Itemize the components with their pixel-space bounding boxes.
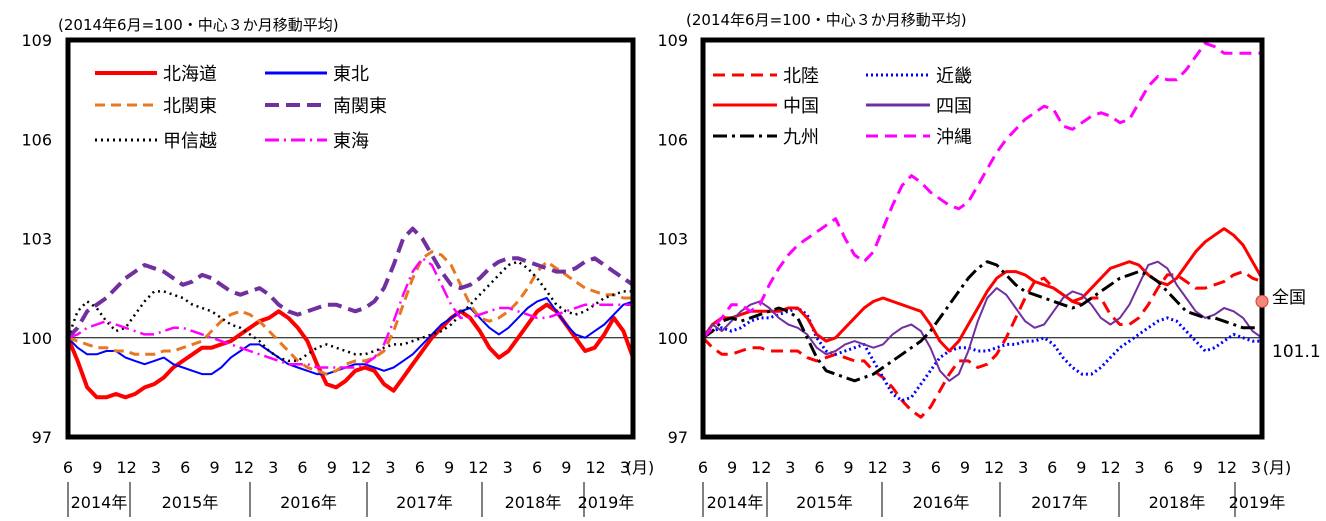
x-unit-label: (月)	[626, 458, 655, 477]
legend-label-2: 中国	[783, 96, 819, 117]
x-tick-label: 6	[180, 458, 190, 477]
x-tick-label: 3	[1251, 458, 1261, 477]
x-tick-label: 3	[268, 458, 278, 477]
legend-label-5: 沖縄	[936, 127, 972, 148]
legend-label-1: 東北	[333, 64, 369, 85]
x-tick-label: 9	[209, 458, 219, 477]
x-tick-label: 12	[1217, 458, 1237, 477]
x-year-label: 2017年	[396, 493, 453, 512]
x-tick-label: 3	[620, 458, 630, 477]
x-tick-label: 3	[902, 458, 912, 477]
y-tick-label: 97	[668, 428, 688, 447]
x-tick-label: 12	[351, 458, 371, 477]
y-tick-label: 103	[21, 230, 52, 249]
x-year-label: 2018年	[1149, 493, 1206, 512]
x-tick-label: 12	[468, 458, 488, 477]
y-tick-label: 106	[21, 130, 52, 149]
series-line-1	[702, 306, 1262, 403]
y-tick-label: 100	[657, 329, 688, 348]
x-tick-label: 9	[1193, 458, 1203, 477]
x-year-label: 2016年	[280, 493, 337, 512]
series-line-0	[66, 302, 635, 400]
x-year-label: 2019年	[1229, 493, 1286, 512]
x-year-label: 2017年	[1031, 493, 1088, 512]
x-tick-label: 6	[63, 458, 73, 477]
x-tick-label: 6	[1047, 458, 1057, 477]
x-tick-label: 3	[1134, 458, 1144, 477]
y-tick-label: 106	[657, 130, 688, 149]
plot-frame	[700, 37, 1265, 440]
series-line-2	[701, 227, 1264, 353]
legend-label-3: 南関東	[333, 96, 387, 117]
legend-label-0: 北海道	[163, 64, 217, 85]
x-tick-label: 3	[503, 458, 513, 477]
series-line-3	[702, 260, 1263, 382]
x-tick-label: 12	[984, 458, 1004, 477]
legend-label-4: 甲信越	[163, 131, 217, 152]
x-tick-label: 9	[92, 458, 102, 477]
chart-panel-right: (2014年6月=100・中心３か月移動平均) 97 100 103 106 109 北陸 近…	[657, 11, 1321, 517]
x-tick-label: 9	[1076, 458, 1086, 477]
national-marker	[1255, 294, 1269, 308]
x-tick-label: 6	[698, 458, 708, 477]
x-year-label: 2016年	[913, 493, 970, 512]
x-year-label: 2015年	[162, 493, 219, 512]
x-tick-label: 9	[843, 458, 853, 477]
x-tick-label: 9	[561, 458, 571, 477]
x-unit-label: (月)	[1263, 458, 1292, 477]
x-tick-label: 3	[385, 458, 395, 477]
x-tick-label: 6	[931, 458, 941, 477]
x-tick-label: 3	[151, 458, 161, 477]
y-tick-label: 103	[657, 230, 688, 249]
plot-frame	[65, 37, 636, 440]
x-tick-label: 9	[960, 458, 970, 477]
chart-panel-left: (2014年6月=100・中心３か月移動平均) 97 100 103 106 109 北海道…	[21, 16, 654, 517]
x-tick-label: 6	[297, 458, 307, 477]
y-tick-label: 109	[21, 31, 52, 50]
y-tick-label: 100	[21, 329, 52, 348]
x-tick-label: 12	[234, 458, 254, 477]
series-line-2	[67, 250, 633, 376]
series-line-5	[701, 41, 1262, 339]
y-tick-label: 109	[657, 31, 688, 50]
series-line-3	[66, 226, 635, 340]
x-tick-label: 9	[444, 458, 454, 477]
x-tick-label: 12	[586, 458, 606, 477]
x-tick-label: 12	[1100, 458, 1120, 477]
x-year-label: 2018年	[505, 493, 562, 512]
x-tick-label: 12	[751, 458, 771, 477]
x-tick-label: 9	[327, 458, 337, 477]
x-tick-label: 6	[532, 458, 542, 477]
legend-label-5: 東海	[333, 131, 369, 152]
x-tick-label: 3	[785, 458, 795, 477]
x-year-label: 2019年	[578, 493, 635, 512]
legend-label-0: 北陸	[783, 66, 819, 87]
y-tick-label: 97	[32, 428, 52, 447]
x-year-label: 2015年	[796, 493, 853, 512]
x-tick-label: 6	[814, 458, 824, 477]
chart-subtitle: (2014年6月=100・中心３か月移動平均)	[686, 11, 967, 29]
x-tick-label: 6	[1164, 458, 1174, 477]
x-tick-label: 9	[727, 458, 737, 477]
national-value: 101.1	[1272, 342, 1321, 362]
chart-subtitle: (2014年6月=100・中心３か月移動平均)	[58, 16, 339, 34]
series-line-0	[701, 270, 1263, 419]
legend-label-3: 四国	[936, 96, 972, 117]
x-tick-label: 3	[1018, 458, 1028, 477]
series-line-1	[67, 297, 634, 376]
x-tick-label: 12	[116, 458, 136, 477]
x-tick-label: 12	[867, 458, 887, 477]
x-year-label: 2014年	[71, 493, 128, 512]
x-tick-label: 6	[415, 458, 425, 477]
national-label: 全国	[1272, 288, 1306, 308]
legend-label-1: 近畿	[936, 66, 972, 87]
x-year-label: 2014年	[707, 493, 764, 512]
legend-label-2: 北関東	[163, 96, 217, 117]
series-line-5	[67, 257, 633, 369]
legend-label-4: 九州	[783, 127, 819, 148]
